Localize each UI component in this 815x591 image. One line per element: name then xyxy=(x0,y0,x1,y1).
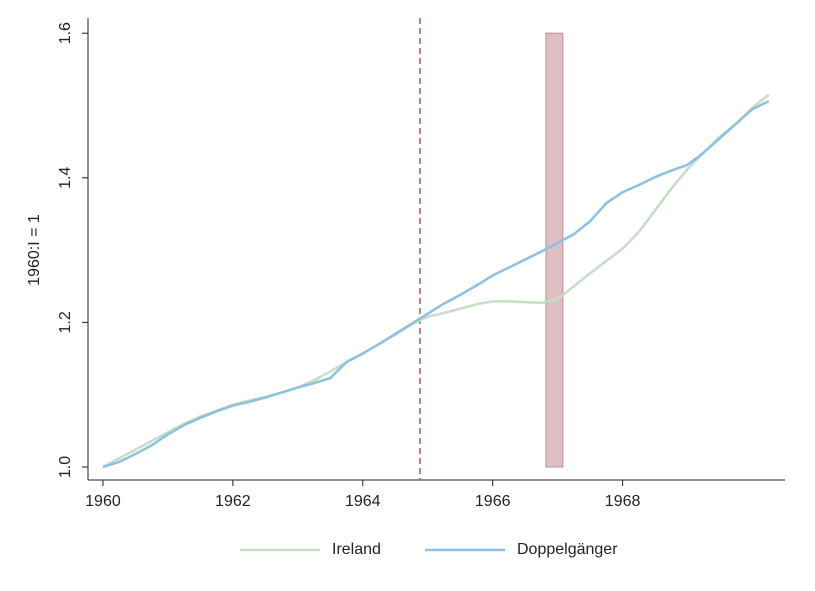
y-tick-label: 1.4 xyxy=(57,167,74,189)
x-tick-label: 1960 xyxy=(85,493,121,510)
legend-label: Ireland xyxy=(332,541,381,558)
y-tick-label: 1.6 xyxy=(57,22,74,44)
y-axis-label: 1960:I = 1 xyxy=(26,214,43,286)
y-tick-label: 1.2 xyxy=(57,311,74,333)
x-tick-label: 1968 xyxy=(605,493,641,510)
y-tick-label: 1.0 xyxy=(57,456,74,478)
shaded-region xyxy=(545,32,564,468)
x-tick-label: 1962 xyxy=(215,493,251,510)
legend-label: Doppelgänger xyxy=(517,541,618,558)
x-tick-label: 1966 xyxy=(475,493,511,510)
x-tick-label: 1964 xyxy=(345,493,381,510)
series-line xyxy=(102,100,770,469)
